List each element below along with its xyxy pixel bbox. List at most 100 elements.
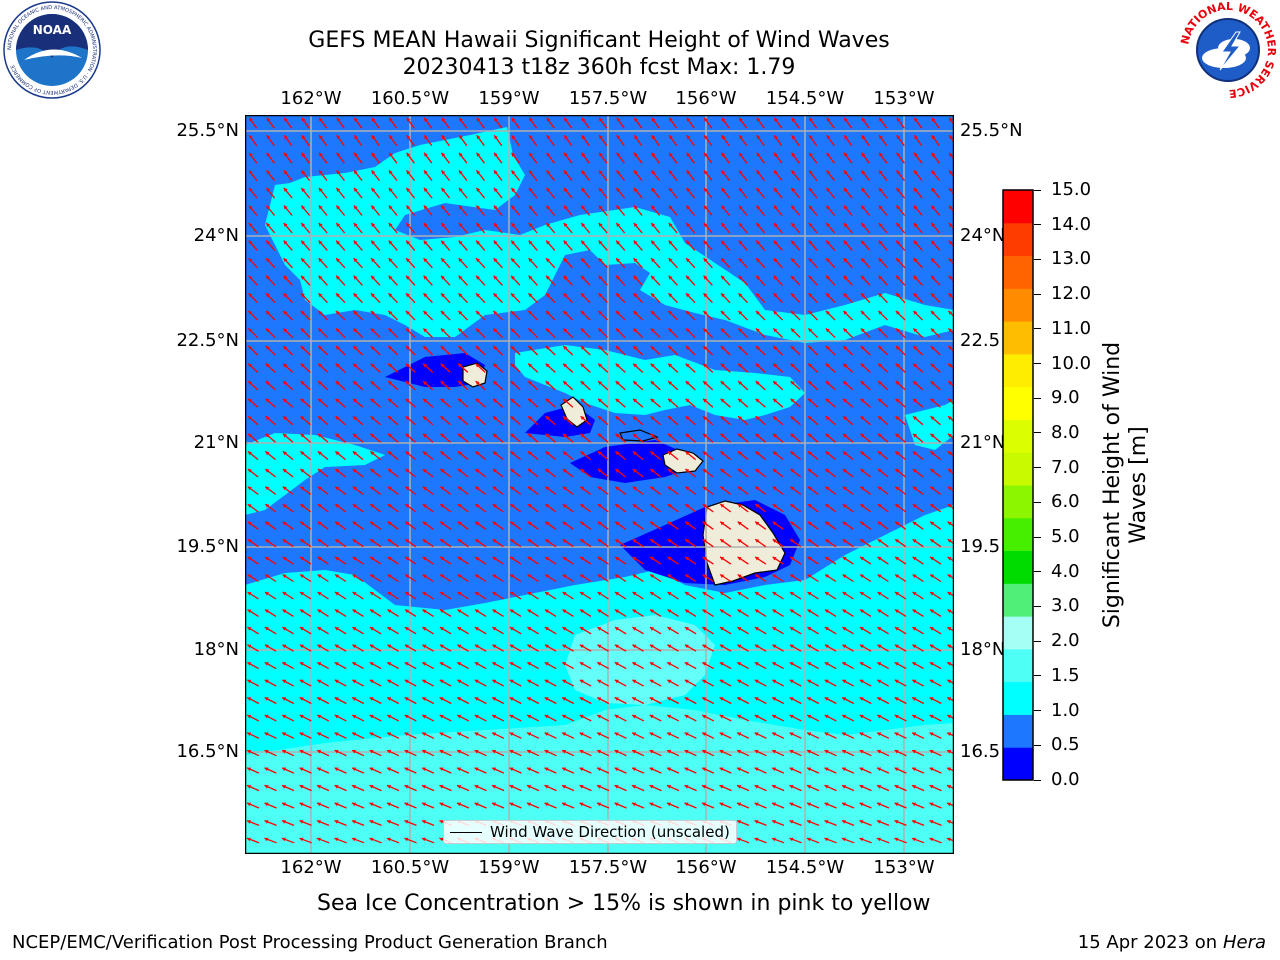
wave-arrow [544,784,557,792]
wave-arrow [877,363,889,373]
wave-arrow [614,732,627,739]
wave-arrow [632,433,644,443]
wave-arrow [265,187,276,199]
wave-arrow [667,310,679,321]
wave-arrow [754,802,767,809]
wave-arrow [405,433,416,443]
wave-arrow [667,363,679,373]
colorbar-swatch-14 [1003,288,1033,322]
wave-arrow [247,609,259,617]
wave-arrow [649,626,662,635]
wave-arrow [911,749,925,757]
wave-arrow [773,187,783,199]
wave-arrow [388,169,398,182]
wave-arrow [841,819,855,827]
colorbar-swatch-2 [1003,681,1033,715]
wave-arrow [369,767,382,774]
lat-tick-right-6: 16.5 [960,741,1001,762]
wave-arrow [562,538,574,548]
wave-arrow [685,240,696,251]
wave-arrow [861,152,870,164]
wave-arrow [579,661,592,670]
wave-arrow [440,292,451,304]
wave-arrow [633,222,643,234]
wave-arrow [493,275,503,286]
wave-arrow [423,117,433,129]
wave-arrow [493,292,503,304]
wave-arrow [808,134,818,147]
wave-arrow [404,468,417,478]
wave-arrow [388,275,398,286]
wave-arrow [317,468,329,478]
wave-arrow [405,275,416,286]
wave-arrow [421,679,435,687]
wave-arrow [352,521,364,530]
wave-arrow [353,275,363,286]
wave-arrow [299,573,312,583]
wave-arrow [632,310,644,321]
wave-arrow [895,310,906,321]
wave-arrow [650,398,661,408]
wave-arrow [422,573,434,583]
wave-arrow [789,468,802,478]
wave-arrow [509,486,522,495]
wave-arrow [336,117,345,129]
wave-arrow [911,696,925,705]
wave-arrow [719,538,732,548]
wave-arrow [493,187,503,199]
wave-arrow [685,187,696,199]
wave-arrow [404,644,417,652]
wave-arrow [316,802,330,809]
wave-arrow [300,433,311,443]
wave-arrow [929,732,942,739]
wave-arrow [491,784,505,792]
wave-arrow [544,591,557,600]
wave-arrow [931,152,940,164]
wave-arrow [790,257,801,269]
wave-arrow [755,169,766,182]
wave-arrow [929,661,942,670]
wave-arrow [351,732,365,739]
wave-arrow [264,819,277,827]
wave-arrow [439,468,452,478]
colorbar-tick-mark-14 [1034,675,1041,677]
wave-arrow [440,275,451,286]
wave-arrow [719,696,732,705]
wave-arrow [859,556,872,565]
wave-arrow [422,538,434,548]
wave-arrow [281,802,295,809]
wave-arrow [772,644,784,652]
wave-arrow [894,679,907,687]
wave-arrow [790,275,801,286]
wave-arrow [492,503,504,513]
wave-arrow [317,310,329,321]
wave-arrow [596,732,610,739]
wave-arrow [300,363,311,373]
wave-arrow [247,503,259,513]
wave-arrow [318,257,328,269]
wave-arrow [668,134,678,147]
wave-arrow [772,398,784,408]
wave-arrow [386,749,400,757]
wave-arrow [614,644,627,652]
wave-arrow [334,714,347,722]
wave-arrow [771,819,785,827]
wave-arrow [317,644,329,652]
wave-arrow [404,784,417,792]
wave-arrow [615,187,626,199]
wave-arrow [579,732,592,739]
wave-arrow [632,644,644,652]
wave-arrow [422,327,434,339]
wave-arrow [808,222,818,234]
wave-arrow [615,310,626,321]
wave-arrow [334,468,347,478]
wave-arrow [457,521,469,530]
wave-arrow [825,345,836,356]
wave-arrow [772,380,784,391]
wave-arrow [544,503,557,513]
wave-arrow [544,521,557,530]
wave-arrow [667,556,679,565]
wave-arrow [650,345,661,356]
wave-arrow [561,767,575,774]
wave-arrow [334,538,347,548]
